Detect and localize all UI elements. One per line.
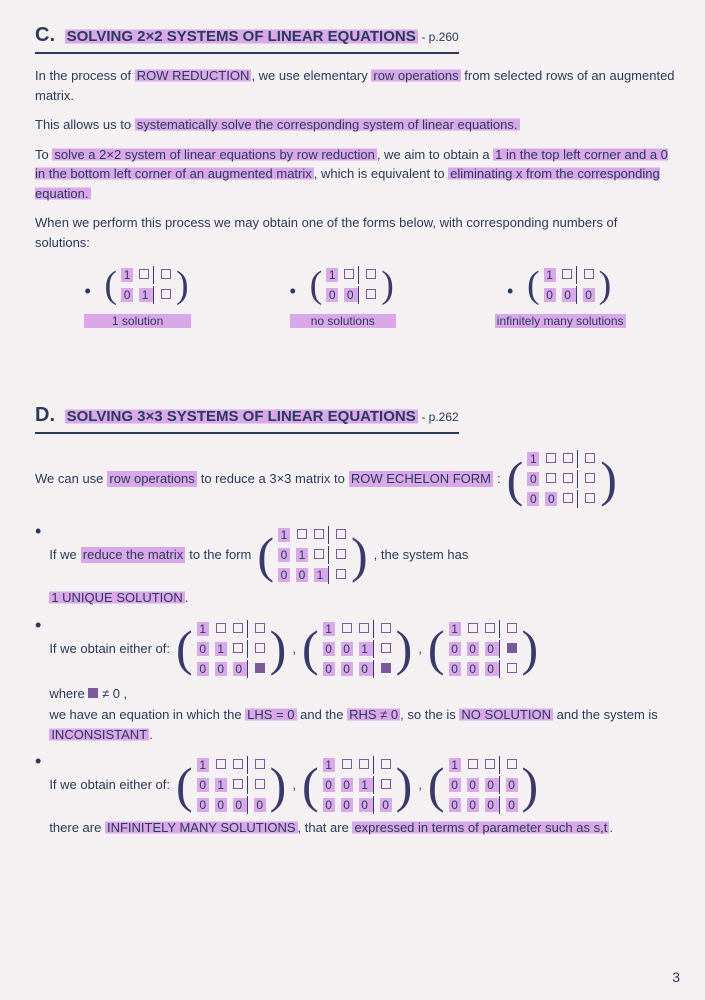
text: to the form — [189, 545, 251, 565]
text: . — [609, 820, 613, 835]
section-d-letter: D. — [35, 400, 55, 430]
bullet-icon: • — [35, 752, 41, 770]
text: , which is equivalent to — [314, 166, 448, 181]
text: If we obtain either of: — [49, 639, 170, 659]
page-number: 3 — [672, 967, 680, 988]
form-2x2-none: • (100) no solutions — [290, 262, 396, 330]
matrix: (1000000) — [428, 618, 538, 680]
text: : — [497, 469, 501, 489]
para-c4: When we perform this process we may obta… — [35, 213, 675, 252]
text: . — [185, 590, 189, 605]
text: , we aim to obtain a — [377, 147, 493, 162]
highlight-text: LHS = 0 — [245, 707, 296, 722]
text: If we — [49, 545, 76, 565]
caption: no solutions — [290, 312, 396, 330]
text: In the process of — [35, 68, 135, 83]
text: If we obtain either of: — [49, 775, 170, 795]
bullet-inf-solutions: • If we obtain either of: (1010000), (10… — [35, 752, 675, 838]
highlight-text: NO SOLUTION — [459, 707, 553, 722]
matrix: (100) — [310, 264, 394, 306]
highlight-text: ROW ECHELON FORM — [349, 469, 493, 489]
section-c-heading: C. SOLVING 2×2 SYSTEMS OF LINEAR EQUATIO… — [35, 20, 459, 54]
text: to reduce a 3×3 matrix to — [201, 469, 345, 489]
text: ≠ 0 , — [102, 686, 127, 701]
matrix: (101001) — [257, 524, 367, 586]
text: , the system has — [374, 545, 469, 565]
highlight-text: row operations — [107, 469, 196, 489]
highlight-text: reduce the matrix — [81, 545, 185, 565]
section-c-letter: C. — [35, 20, 55, 50]
text: , so the is — [400, 707, 459, 722]
text: To — [35, 147, 52, 162]
para-c3: To solve a 2×2 system of linear equation… — [35, 145, 675, 204]
highlight-text: RHS ≠ 0 — [347, 707, 400, 722]
section-c-title: SOLVING 2×2 SYSTEMS OF LINEAR EQUATIONS — [65, 28, 418, 45]
text: , we use elementary — [251, 68, 371, 83]
highlight-text: solve a 2×2 system of linear equations b… — [52, 147, 376, 162]
matrix: (101000) — [176, 618, 286, 680]
section-c-page-ref: - p.260 — [421, 30, 458, 44]
text: we have an equation in which the — [49, 707, 245, 722]
section-d: D. SOLVING 3×3 SYSTEMS OF LINEAR EQUATIO… — [35, 400, 675, 838]
bullet-no-solution: • If we obtain either of: (101000), (100… — [35, 616, 675, 745]
highlight-text: ROW REDUCTION — [135, 68, 252, 83]
section-c: C. SOLVING 2×2 SYSTEMS OF LINEAR EQUATIO… — [35, 20, 675, 330]
highlight-text: systematically solve the corresponding s… — [135, 117, 520, 132]
section-d-title: SOLVING 3×3 SYSTEMS OF LINEAR EQUATIONS — [65, 408, 418, 425]
filled-box-icon — [88, 688, 98, 698]
matrix: (1001000) — [302, 618, 412, 680]
highlight-text: expressed in terms of parameter such as … — [352, 820, 609, 835]
para-d-intro: We can use row operations to reduce a 3×… — [35, 446, 675, 512]
text: where — [49, 686, 88, 701]
text: and the system is — [553, 707, 658, 722]
matrix: (101) — [104, 264, 188, 306]
matrix: (1000) — [507, 448, 617, 510]
highlight-text: row operations — [371, 68, 460, 83]
matrix: (10010000) — [302, 754, 412, 816]
bullet-unique: • If we reduce the matrix to the form (1… — [35, 522, 675, 608]
highlight-text: 1 UNIQUE SOLUTION — [49, 590, 184, 605]
para-c2: This allows us to systematically solve t… — [35, 115, 675, 135]
text: there are — [49, 820, 105, 835]
form-2x2-unique: • (101) 1 solution — [84, 262, 190, 330]
caption: infinitely many solutions — [495, 312, 626, 330]
text: This allows us to — [35, 117, 135, 132]
section-d-heading: D. SOLVING 3×3 SYSTEMS OF LINEAR EQUATIO… — [35, 400, 459, 434]
section-d-page-ref: - p.262 — [421, 410, 458, 424]
form-2x2-inf: • (1000) infinitely many solutions — [495, 262, 626, 330]
highlight-text: INFINITELY MANY SOLUTIONS — [105, 820, 298, 835]
highlight-text: INCONSISTANT — [49, 727, 149, 742]
text: , that are — [298, 820, 353, 835]
text: . — [149, 727, 153, 742]
bullet-icon: • — [35, 616, 41, 634]
matrix: (1010000) — [176, 754, 286, 816]
bullet-icon: • — [35, 522, 41, 540]
text: and the — [297, 707, 348, 722]
para-c1: In the process of ROW REDUCTION, we use … — [35, 66, 675, 105]
forms-2x2-row: • (101) 1 solution • (100) no solutions … — [35, 262, 675, 330]
matrix: (1000) — [527, 264, 611, 306]
text: We can use — [35, 469, 103, 489]
caption: 1 solution — [84, 312, 190, 330]
matrix: (100000000) — [428, 754, 538, 816]
